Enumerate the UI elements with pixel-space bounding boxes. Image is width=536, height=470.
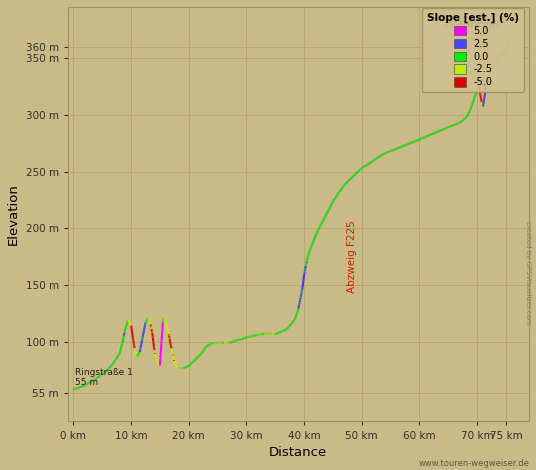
- Y-axis label: Elevation: Elevation: [7, 183, 20, 245]
- Text: Ringstraße 1
55 m: Ringstraße 1 55 m: [75, 368, 133, 387]
- X-axis label: Distance: Distance: [269, 446, 327, 459]
- Text: www.touren-wegweiser.de: www.touren-wegweiser.de: [418, 459, 529, 468]
- Text: Abzweig F225: Abzweig F225: [347, 220, 358, 293]
- Legend: 5.0, 2.5, 0.0, -2.5, -5.0: 5.0, 2.5, 0.0, -2.5, -5.0: [422, 8, 524, 92]
- Text: created by GPSVisualizer.com: created by GPSVisualizer.com: [525, 221, 531, 324]
- Text: Hrauneyjar: Hrauneyjar: [445, 18, 503, 29]
